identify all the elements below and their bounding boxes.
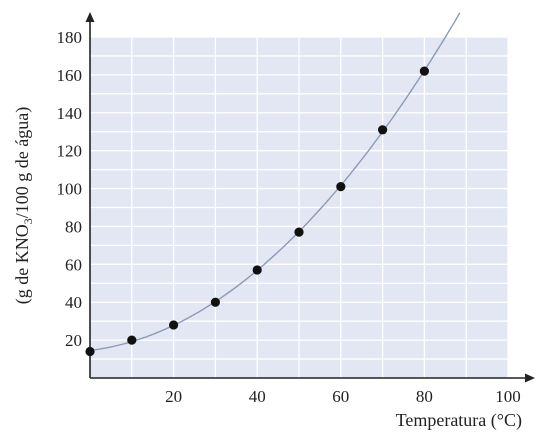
y-tick-label: 60 [65,255,82,274]
data-point [294,227,304,237]
data-point [252,265,262,275]
y-tick-label: 80 [65,217,82,236]
y-axis-arrow [85,12,95,22]
data-point [127,335,137,345]
y-tick-label: 180 [57,28,83,47]
y-tick-label: 100 [57,180,83,199]
data-point [210,297,220,307]
y-axis-title-post: /100 g de água) [12,107,33,218]
y-axis-title: (g de KNO3/100 g de água) [12,107,35,304]
data-points [85,66,429,357]
data-point [85,346,95,357]
y-axis-title-sub: 3 [21,218,35,224]
data-point [336,182,346,192]
y-tick-label: 160 [57,66,83,85]
x-tick-label: 40 [249,387,266,406]
data-point [378,125,388,135]
y-axis-title-pre: (g de KNO [12,224,33,304]
y-tick-label: 20 [65,331,82,350]
x-tick-label: 60 [332,387,349,406]
grid-lines [90,36,509,378]
y-tick-label: 120 [57,142,83,161]
x-tick-label: 20 [165,387,182,406]
x-tick-label: 100 [495,387,521,406]
x-tick-label: 80 [416,387,433,406]
data-point [419,66,429,76]
tick-labels: 20 40 60 80 100 20 40 60 80 100 120 140 160 180 [57,28,521,406]
x-axis-arrow [525,373,535,383]
axes [85,12,535,383]
x-axis-title: Temperatura (°C) [396,410,522,431]
fit-curve [89,12,461,352]
y-tick-label: 140 [57,104,83,123]
y-tick-label: 40 [65,293,82,312]
data-point [169,320,179,330]
